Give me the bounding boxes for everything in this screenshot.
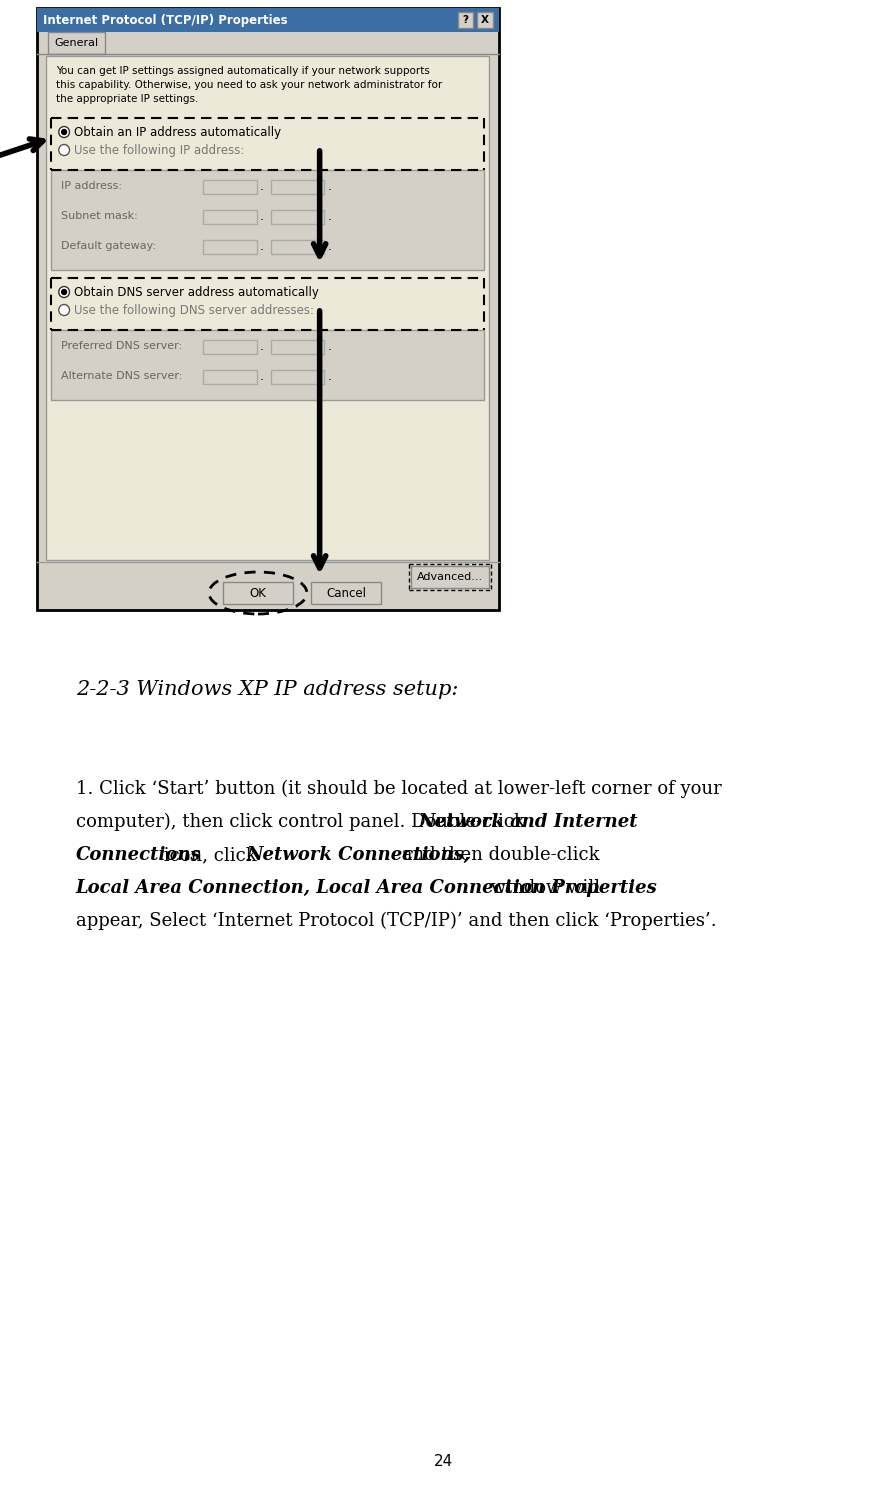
FancyBboxPatch shape xyxy=(270,371,324,384)
Text: Local Area Connection, Local Area Connection Properties: Local Area Connection, Local Area Connec… xyxy=(76,879,658,897)
Text: ?: ? xyxy=(462,15,469,25)
FancyBboxPatch shape xyxy=(49,33,105,54)
Text: Obtain DNS server address automatically: Obtain DNS server address automatically xyxy=(74,286,319,299)
Circle shape xyxy=(59,287,69,298)
Text: X: X xyxy=(481,15,489,25)
Text: Advanced...: Advanced... xyxy=(417,571,483,582)
Text: OK: OK xyxy=(250,586,267,600)
Text: appear, Select ‘Internet Protocol (TCP/IP)’ and then click ‘Properties’.: appear, Select ‘Internet Protocol (TCP/I… xyxy=(76,912,717,930)
Text: General: General xyxy=(55,39,99,48)
FancyBboxPatch shape xyxy=(36,7,499,33)
Text: Use the following DNS server addresses:: Use the following DNS server addresses: xyxy=(74,304,314,317)
Text: Use the following IP address:: Use the following IP address: xyxy=(74,143,244,156)
Text: .: . xyxy=(260,339,264,353)
Text: 24: 24 xyxy=(435,1454,453,1470)
Text: 1. Click ‘Start’ button (it should be located at lower-left corner of your: 1. Click ‘Start’ button (it should be lo… xyxy=(76,780,722,798)
FancyBboxPatch shape xyxy=(270,240,324,254)
FancyBboxPatch shape xyxy=(203,371,257,384)
Text: IP address:: IP address: xyxy=(61,182,122,190)
FancyBboxPatch shape xyxy=(52,330,484,400)
FancyBboxPatch shape xyxy=(203,210,257,225)
FancyBboxPatch shape xyxy=(270,180,324,193)
Text: .: . xyxy=(327,240,332,253)
FancyBboxPatch shape xyxy=(36,7,499,610)
Text: Connections: Connections xyxy=(76,847,202,865)
Text: window will: window will xyxy=(485,879,600,897)
Text: Network and Internet: Network and Internet xyxy=(419,812,638,830)
Text: Obtain an IP address automatically: Obtain an IP address automatically xyxy=(74,125,281,138)
Text: .: . xyxy=(260,369,264,382)
FancyBboxPatch shape xyxy=(203,180,257,193)
Text: Internet Protocol (TCP/IP) Properties: Internet Protocol (TCP/IP) Properties xyxy=(43,13,287,27)
FancyBboxPatch shape xyxy=(477,12,493,28)
FancyBboxPatch shape xyxy=(311,582,381,604)
Text: You can get IP settings assigned automatically if your network supports
this cap: You can get IP settings assigned automat… xyxy=(56,65,443,104)
Text: computer), then click control panel. Double-click: computer), then click control panel. Dou… xyxy=(76,812,531,832)
Text: .: . xyxy=(260,240,264,253)
Text: .: . xyxy=(327,369,332,382)
Text: .: . xyxy=(260,210,264,223)
Text: Default gateway:: Default gateway: xyxy=(61,241,156,251)
Text: .: . xyxy=(260,180,264,192)
Text: 2-2-3 Windows XP IP address setup:: 2-2-3 Windows XP IP address setup: xyxy=(76,680,458,699)
Circle shape xyxy=(59,305,69,315)
Text: .: . xyxy=(327,180,332,192)
Text: .: . xyxy=(327,210,332,223)
Text: .: . xyxy=(327,339,332,353)
Text: Alternate DNS server:: Alternate DNS server: xyxy=(61,371,182,381)
Circle shape xyxy=(59,126,69,137)
FancyBboxPatch shape xyxy=(411,565,489,588)
Text: and then double-click: and then double-click xyxy=(396,847,599,865)
Circle shape xyxy=(61,290,67,295)
FancyBboxPatch shape xyxy=(52,170,484,269)
Text: Subnet mask:: Subnet mask: xyxy=(61,211,138,222)
FancyBboxPatch shape xyxy=(203,339,257,354)
FancyBboxPatch shape xyxy=(203,240,257,254)
FancyBboxPatch shape xyxy=(270,339,324,354)
Text: icon, click: icon, click xyxy=(157,847,262,865)
Text: Network Connections,: Network Connections, xyxy=(247,847,471,865)
FancyBboxPatch shape xyxy=(270,210,324,225)
FancyBboxPatch shape xyxy=(46,57,489,559)
FancyBboxPatch shape xyxy=(458,12,473,28)
Text: Preferred DNS server:: Preferred DNS server: xyxy=(61,341,182,351)
Circle shape xyxy=(59,144,69,156)
Circle shape xyxy=(61,129,67,134)
Text: Cancel: Cancel xyxy=(326,586,366,600)
FancyBboxPatch shape xyxy=(223,582,293,604)
